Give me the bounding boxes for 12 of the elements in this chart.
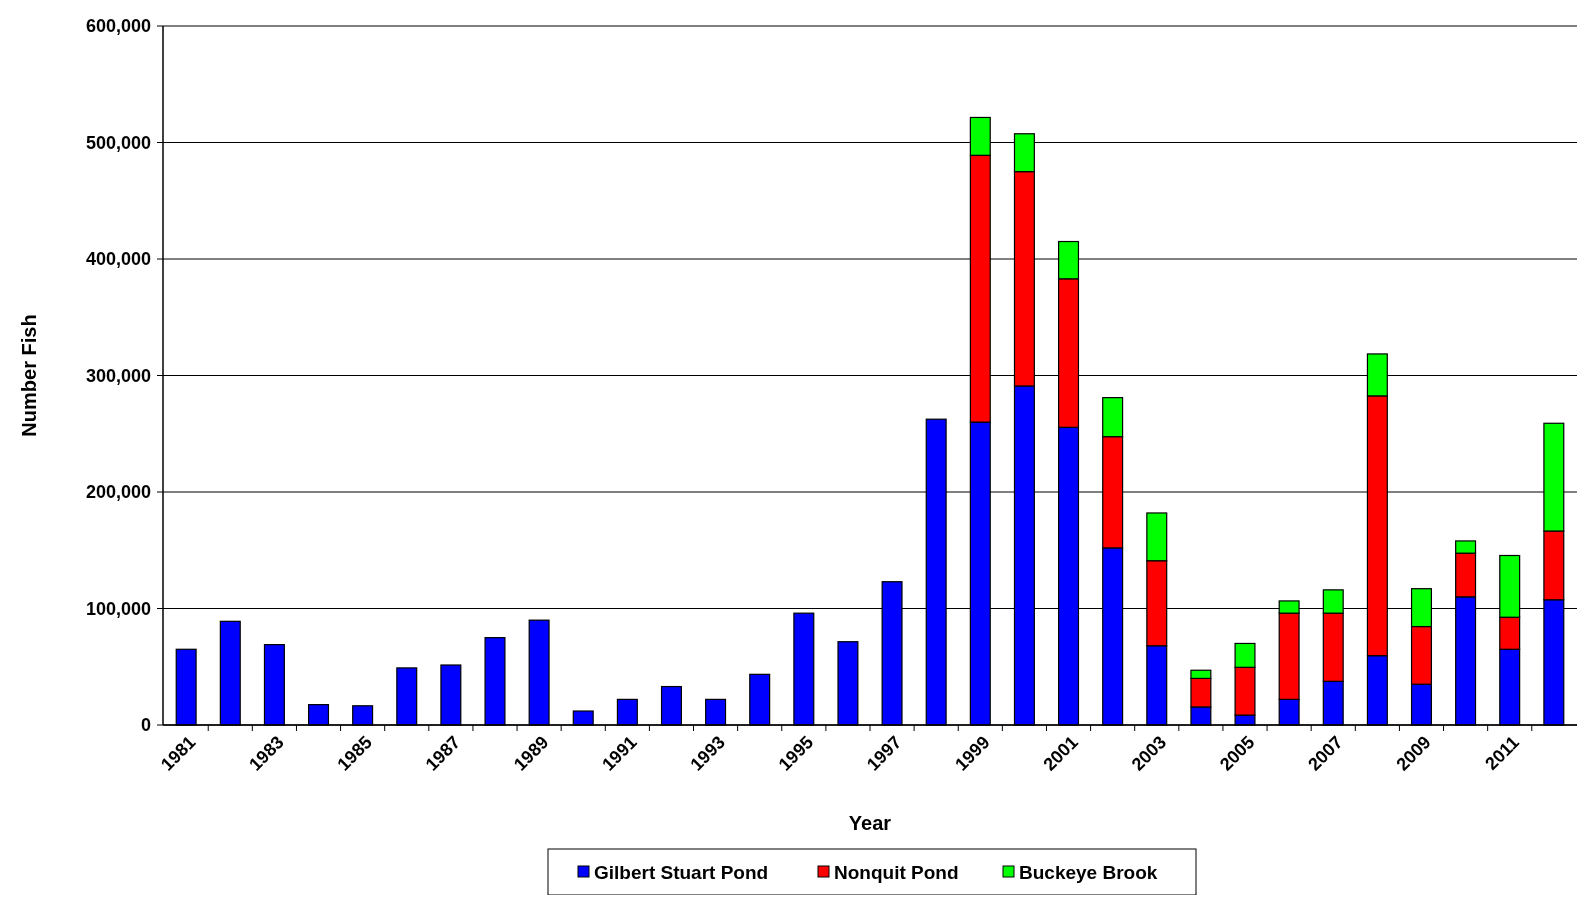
legend-label: Buckeye Brook [1019,861,1158,883]
y-tick-label: 600,000 [85,16,151,37]
x-axis-title: Year [848,812,892,834]
y-tick-label: 300,000 [85,365,151,386]
y-tick-label: 400,000 [85,249,151,270]
y-tick-label: 100,000 [85,598,151,619]
y-tick-label: 200,000 [85,482,151,503]
y-axis-title: Number Fish [18,314,40,437]
legend-label: Gilbert Stuart Pond [594,861,769,883]
y-tick-label: 500,000 [85,132,151,153]
legend-label: Nonquit Pond [834,861,959,883]
y-tick-label: 0 [140,715,151,736]
